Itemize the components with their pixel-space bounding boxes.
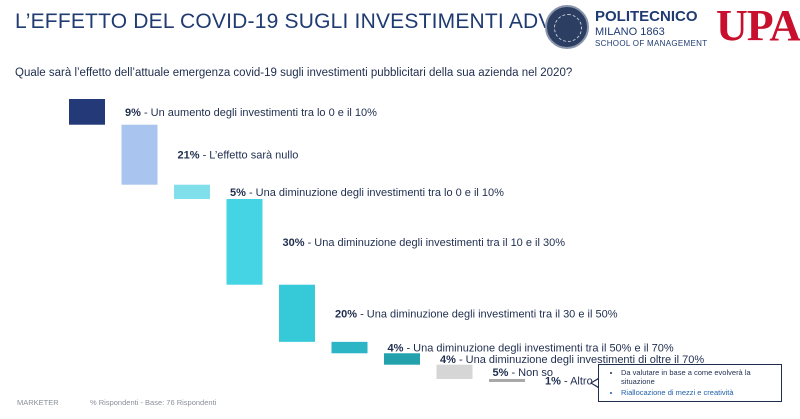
politecnico-name: POLITECNICO <box>595 8 698 25</box>
page-title: L’EFFETTO DEL COVID-19 SUGLI INVESTIMENT… <box>15 10 553 33</box>
waterfall-bar <box>384 353 420 365</box>
bar-label: 9% - Un aumento degli investimenti tra l… <box>125 107 377 119</box>
waterfall-bar <box>489 378 525 382</box>
note-item: Da valutare in base a come evolverà la s… <box>621 368 777 386</box>
bar-label: 20% - Una diminuzione degli investimenti… <box>335 308 618 320</box>
bar-label: 4% - Una diminuzione degli investimenti … <box>440 354 704 366</box>
waterfall-bar <box>436 364 473 379</box>
bar-label: 5% - Non so <box>493 367 554 379</box>
survey-question: Quale sarà l’effetto dell’attuale emerge… <box>15 67 573 79</box>
note-pointer-inner <box>592 379 599 387</box>
politecnico-school: SCHOOL OF MANAGEMENT <box>595 39 708 48</box>
waterfall-bar <box>121 124 158 185</box>
footer-source: MARKETER <box>17 398 59 407</box>
note-item: Riallocazione di mezzi e creatività <box>621 388 777 397</box>
politecnico-seal-icon <box>545 5 589 49</box>
waterfall-bar <box>331 341 368 354</box>
altro-note-box: Da valutare in base a come evolverà la s… <box>598 364 782 402</box>
waterfall-bar <box>174 184 210 199</box>
footer-base: % Rispondenti - Base: 76 Rispondenti <box>90 398 217 407</box>
politecnico-logo: POLITECNICO MILANO 1863 SCHOOL OF MANAGE… <box>545 5 710 51</box>
bar-label: 30% - Una diminuzione degli investimenti… <box>283 237 566 249</box>
waterfall-bar <box>69 99 105 125</box>
upa-logo: UPA <box>716 1 800 50</box>
bar-label: 5% - Una diminuzione degli investimenti … <box>230 187 504 199</box>
bar-label: 21% - L’effetto sarà nullo <box>178 150 299 162</box>
bar-label: 1% - Altro <box>545 375 593 387</box>
waterfall-bar <box>226 198 263 285</box>
bar-label: 4% - Una diminuzione degli investimenti … <box>388 343 674 355</box>
politecnico-city: MILANO 1863 <box>595 26 665 38</box>
waterfall-bar <box>279 284 315 342</box>
